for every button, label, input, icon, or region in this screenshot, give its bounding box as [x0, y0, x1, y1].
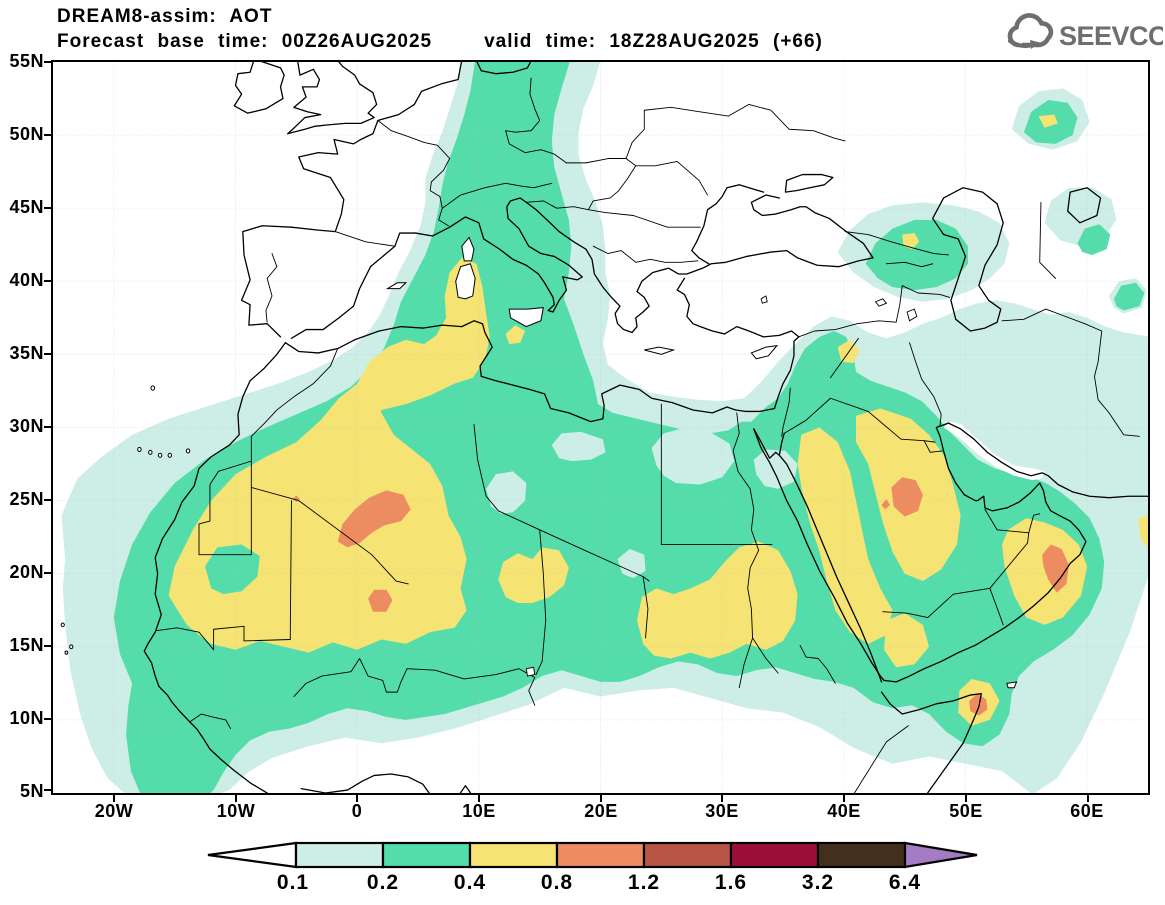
legend-box-0p4: [468, 841, 559, 869]
legend-value-3p2: 3.2: [801, 871, 835, 894]
aot-map: [53, 62, 1148, 793]
forecast-base-time: Forecast base time: 00Z26AUG2025: [57, 31, 433, 52]
lat-label-5n: 5N: [19, 781, 44, 801]
legend-box-3p2: [816, 841, 907, 869]
legend-value-6p4: 6.4: [888, 871, 922, 894]
legend-box-1p2: [642, 841, 733, 869]
legend-value-0p2: 0.2: [366, 871, 400, 894]
logo-text: SEEVCCC: [1059, 21, 1163, 51]
cloud-icon: [1007, 13, 1054, 48]
legend-box-0p1: [294, 841, 385, 869]
legend-value-0p4: 0.4: [453, 871, 487, 894]
legend-value-0p1: 0.1: [276, 871, 310, 894]
lon-label-40e: 40E: [827, 801, 861, 821]
lat-label-10n: 10N: [9, 708, 44, 728]
aot-hole-teal: [205, 544, 260, 595]
color-legend: [207, 841, 978, 869]
lon-label-20e: 20E: [584, 801, 618, 821]
lon-label-20w: 20W: [94, 801, 134, 821]
persian-gulf-water: [943, 421, 1045, 481]
valid-time: valid time: 18Z28AUG2025 (+66): [484, 31, 823, 52]
lon-label-10w: 10W: [216, 801, 256, 821]
legend-value-1p2: 1.2: [627, 871, 661, 894]
country-borders: [156, 78, 1139, 793]
lon-label-10e: 10E: [462, 801, 496, 821]
lat-label-30n: 30N: [9, 416, 44, 436]
lon-label-50e: 50E: [949, 801, 983, 821]
legend-arrow-above: [903, 841, 978, 869]
legend-box-0p8: [555, 841, 646, 869]
lon-label-0: 0: [351, 801, 363, 821]
lat-label-55n: 55N: [9, 51, 44, 71]
cloud-arrowhead-icon: [1030, 40, 1040, 49]
lat-label-20n: 20N: [9, 562, 44, 582]
lat-label-40n: 40N: [9, 270, 44, 290]
map-canvas: [51, 60, 1150, 795]
legend-value-1p6: 1.6: [714, 871, 748, 894]
aot-fill-0p8: [292, 477, 1069, 716]
lon-label-30e: 30E: [705, 801, 739, 821]
coastlines: [61, 62, 1148, 793]
legend-box-0p2: [381, 841, 472, 869]
lat-label-50n: 50N: [9, 124, 44, 144]
lat-label-45n: 45N: [9, 197, 44, 217]
lakes: [526, 296, 917, 676]
legend-arrow-below: [207, 841, 298, 869]
page-title: DREAM8-assim: AOT: [57, 6, 273, 27]
legend-value-0p8: 0.8: [540, 871, 574, 894]
seevccc-logo: SEEVCCC: [1007, 13, 1163, 51]
lat-label-15n: 15N: [9, 635, 44, 655]
lon-label-60e: 60E: [1070, 801, 1104, 821]
aot-holes-0p1: [486, 379, 978, 579]
legend-box-1p6: [729, 841, 820, 869]
lat-label-25n: 25N: [9, 489, 44, 509]
lat-label-35n: 35N: [9, 343, 44, 363]
